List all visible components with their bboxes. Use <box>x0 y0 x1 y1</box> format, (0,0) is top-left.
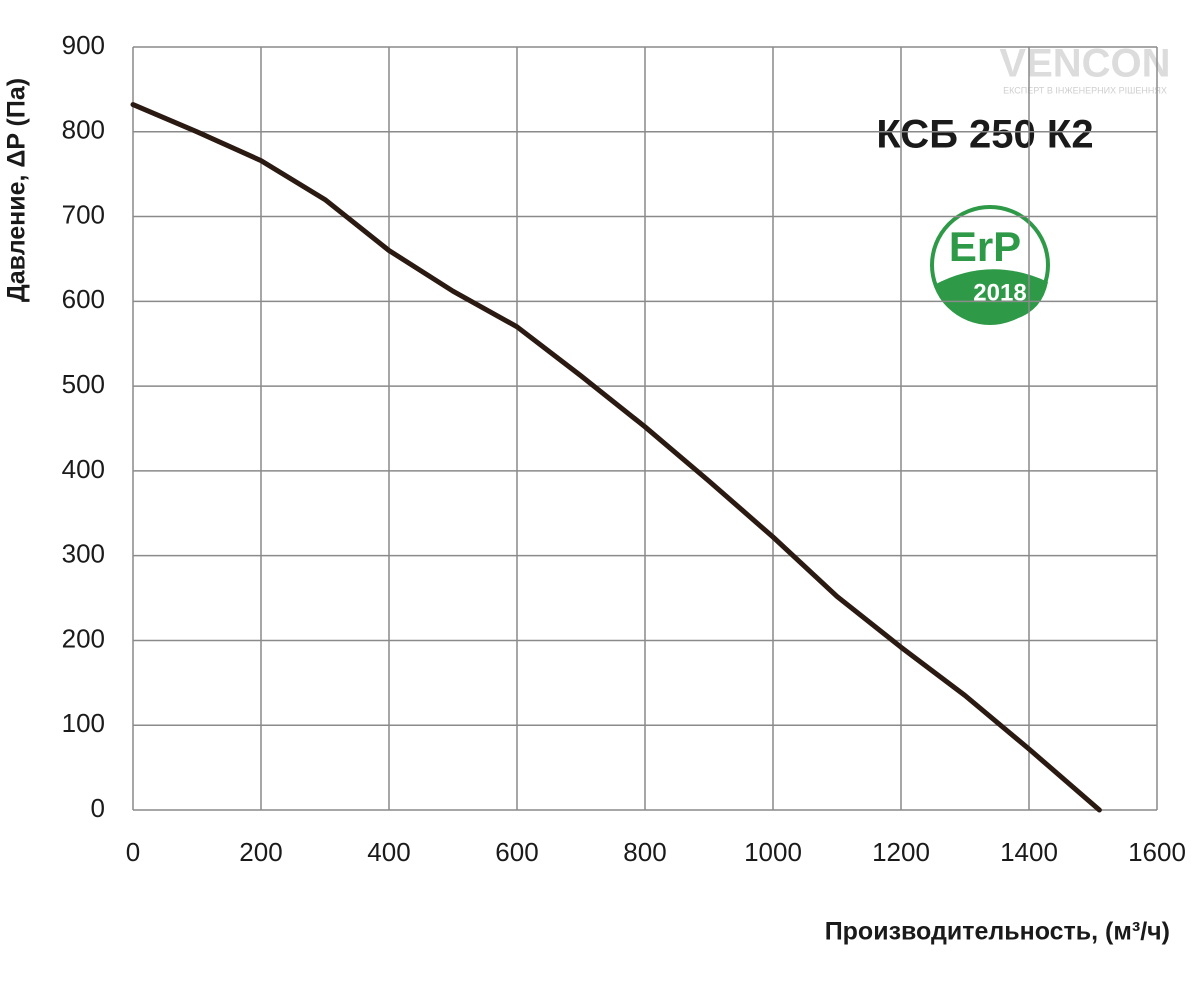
y-tick-label: 600 <box>62 284 105 314</box>
data-line <box>130 102 1102 813</box>
erp-badge: ErP 2018 <box>930 205 1050 325</box>
badge-swoosh <box>934 269 1048 323</box>
x-tick-label: 1200 <box>872 837 930 867</box>
x-axis-label: Производительность, (м³/ч) <box>825 918 1170 946</box>
x-tick-label: 200 <box>239 837 282 867</box>
logo-tagline: ЕКСПЕРТ В ІНЖЕНЕРНИХ РІШЕННЯХ <box>1003 85 1167 95</box>
y-tick-label: 300 <box>62 539 105 569</box>
chart-title: КСБ 250 К2 <box>876 113 1093 157</box>
y-tick-label: 700 <box>62 199 105 229</box>
x-tick-label: 0 <box>126 837 140 867</box>
x-tick-label: 1000 <box>744 837 802 867</box>
y-tick-label: 100 <box>62 708 105 738</box>
badge-year: 2018 <box>973 279 1026 306</box>
y-tick-label: 0 <box>91 793 105 823</box>
y-tick-label: 800 <box>62 115 105 145</box>
badge-label: ErP <box>949 223 1021 270</box>
y-tick-label: 900 <box>62 30 105 60</box>
x-tick-label: 600 <box>495 837 538 867</box>
x-tick-label: 800 <box>623 837 666 867</box>
logo: VENCON <box>999 42 1170 86</box>
y-tick-label: 400 <box>62 454 105 484</box>
y-tick-label: 200 <box>62 623 105 653</box>
x-tick-label: 1600 <box>1128 837 1186 867</box>
y-axis-label: Давление, ΔP (Па) <box>3 78 31 302</box>
x-tick-label: 400 <box>367 837 410 867</box>
x-tick-label: 1400 <box>1000 837 1058 867</box>
y-tick-label: 500 <box>62 369 105 399</box>
